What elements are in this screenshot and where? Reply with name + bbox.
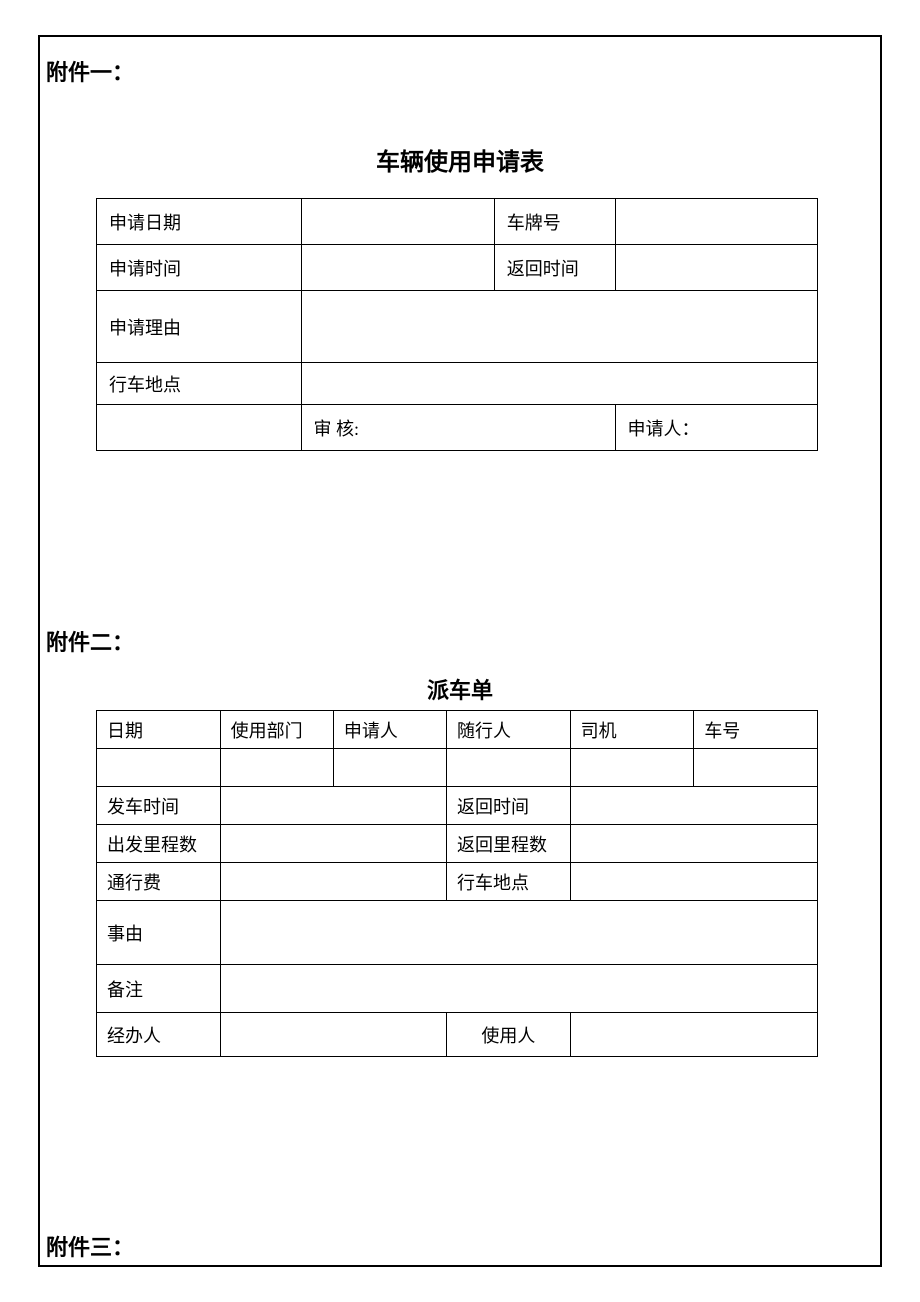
- attachment-1-label: 附件一：: [42, 55, 134, 87]
- cell-review-label: 审 核:: [301, 405, 615, 451]
- cell-handler-label: 经办人: [97, 1013, 221, 1057]
- cell-dept-value: [220, 749, 333, 787]
- cell-empty: [97, 405, 302, 451]
- cell-handler-value: [220, 1013, 446, 1057]
- cell-apply-date-value: [301, 199, 494, 245]
- cell-user-value: [570, 1013, 817, 1057]
- cell-date-value: [97, 749, 221, 787]
- cell-depart-mileage-label: 出发里程数: [97, 825, 221, 863]
- header-applicant: 申请人: [333, 711, 446, 749]
- table-row: 行车地点: [97, 363, 818, 405]
- cell-toll-value: [220, 863, 446, 901]
- table-row: 事由: [97, 901, 818, 965]
- cell-depart-mileage-value: [220, 825, 446, 863]
- cell-toll-label: 通行费: [97, 863, 221, 901]
- cell-plate-no-label: 车牌号: [494, 199, 615, 245]
- cell-reason-value: [301, 291, 817, 363]
- cell-location-label: 行车地点: [447, 863, 571, 901]
- table-row: 日期 使用部门 申请人 随行人 司机 车号: [97, 711, 818, 749]
- cell-return-time-value: [615, 245, 817, 291]
- cell-apply-time-label: 申请时间: [97, 245, 302, 291]
- cell-return-time-label: 返回时间: [447, 787, 571, 825]
- header-dept: 使用部门: [220, 711, 333, 749]
- header-follower: 随行人: [447, 711, 571, 749]
- cell-location-value: [301, 363, 817, 405]
- form1-table: 申请日期 车牌号 申请时间 返回时间 申请理由 行车地点 审 核: 申请人：: [96, 198, 818, 451]
- cell-car-no-value: [694, 749, 818, 787]
- cell-remark-label: 备注: [97, 965, 221, 1013]
- cell-reason-value: [220, 901, 817, 965]
- cell-applicant-label: 申请人：: [615, 405, 817, 451]
- cell-depart-time-value: [220, 787, 446, 825]
- form2-title: 派车单: [38, 673, 882, 705]
- cell-return-mileage-value: [570, 825, 817, 863]
- table-row: 发车时间 返回时间: [97, 787, 818, 825]
- cell-return-time-label: 返回时间: [494, 245, 615, 291]
- table-row: 申请时间 返回时间: [97, 245, 818, 291]
- header-driver: 司机: [570, 711, 694, 749]
- cell-apply-date-label: 申请日期: [97, 199, 302, 245]
- form2-table: 日期 使用部门 申请人 随行人 司机 车号 发车时间 返回时间 出发里程数 返回…: [96, 710, 818, 1057]
- cell-location-label: 行车地点: [97, 363, 302, 405]
- cell-remark-value: [220, 965, 817, 1013]
- cell-plate-no-value: [615, 199, 817, 245]
- header-car-no: 车号: [694, 711, 818, 749]
- cell-location-value: [570, 863, 817, 901]
- attachment-3-label: 附件三：: [42, 1230, 134, 1262]
- cell-reason-label: 申请理由: [97, 291, 302, 363]
- cell-user-label: 使用人: [447, 1013, 571, 1057]
- cell-applicant-value: [333, 749, 446, 787]
- table-row: 申请日期 车牌号: [97, 199, 818, 245]
- table-row: 申请理由: [97, 291, 818, 363]
- cell-apply-time-value: [301, 245, 494, 291]
- page-content: 附件一： 车辆使用申请表 申请日期 车牌号 申请时间 返回时间 申请理由 行车地…: [38, 35, 882, 1267]
- attachment-2-label: 附件二：: [42, 625, 134, 657]
- form1-title: 车辆使用申请表: [38, 142, 882, 177]
- table-row: 备注: [97, 965, 818, 1013]
- cell-reason-label: 事由: [97, 901, 221, 965]
- cell-return-time-value: [570, 787, 817, 825]
- table-row: [97, 749, 818, 787]
- table-row: 通行费 行车地点: [97, 863, 818, 901]
- cell-follower-value: [447, 749, 571, 787]
- cell-driver-value: [570, 749, 694, 787]
- table-row: 经办人 使用人: [97, 1013, 818, 1057]
- table-row: 审 核: 申请人：: [97, 405, 818, 451]
- cell-depart-time-label: 发车时间: [97, 787, 221, 825]
- header-date: 日期: [97, 711, 221, 749]
- cell-return-mileage-label: 返回里程数: [447, 825, 571, 863]
- table-row: 出发里程数 返回里程数: [97, 825, 818, 863]
